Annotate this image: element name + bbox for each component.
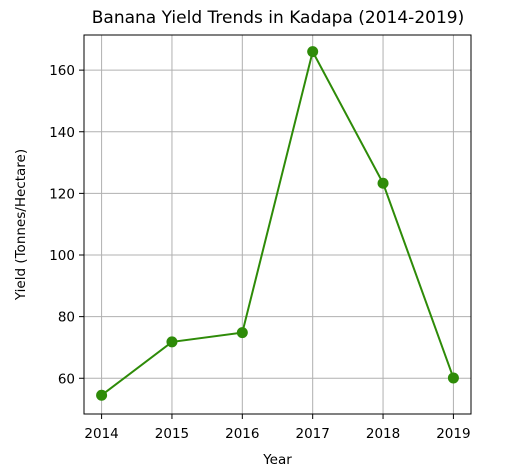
chart-title: Banana Yield Trends in Kadapa (2014-2019… xyxy=(92,8,464,28)
data-point xyxy=(96,389,108,401)
data-point xyxy=(236,327,248,339)
y-axis-label: Yield (Tonnes/Hectare) xyxy=(13,149,29,301)
series-layer xyxy=(96,46,459,401)
x-tick-label: 2019 xyxy=(436,426,470,442)
x-tick-label: 2014 xyxy=(84,426,118,442)
x-tick-label: 2017 xyxy=(296,426,330,442)
y-tick-label: 100 xyxy=(49,248,75,264)
x-axis-label: Year xyxy=(262,452,292,468)
y-tick-label: 140 xyxy=(49,125,75,141)
y-tick-label: 80 xyxy=(58,310,75,326)
series-line xyxy=(100,48,455,397)
x-tick-label: 2018 xyxy=(366,426,400,442)
y-tick-label: 160 xyxy=(49,63,75,79)
x-tick-label: 2016 xyxy=(225,426,259,442)
data-point xyxy=(377,177,389,189)
data-point xyxy=(166,336,178,348)
ticks: 2014 2015 2016 2017 2018 2019 60 80 100 120 140 160 xyxy=(49,63,470,442)
y-tick-label: 60 xyxy=(58,371,75,387)
data-point xyxy=(447,372,459,384)
y-tick-label: 120 xyxy=(49,186,75,202)
data-point xyxy=(307,46,319,58)
x-tick-label: 2015 xyxy=(155,426,189,442)
plot-frame xyxy=(83,34,472,415)
grid xyxy=(84,35,471,414)
